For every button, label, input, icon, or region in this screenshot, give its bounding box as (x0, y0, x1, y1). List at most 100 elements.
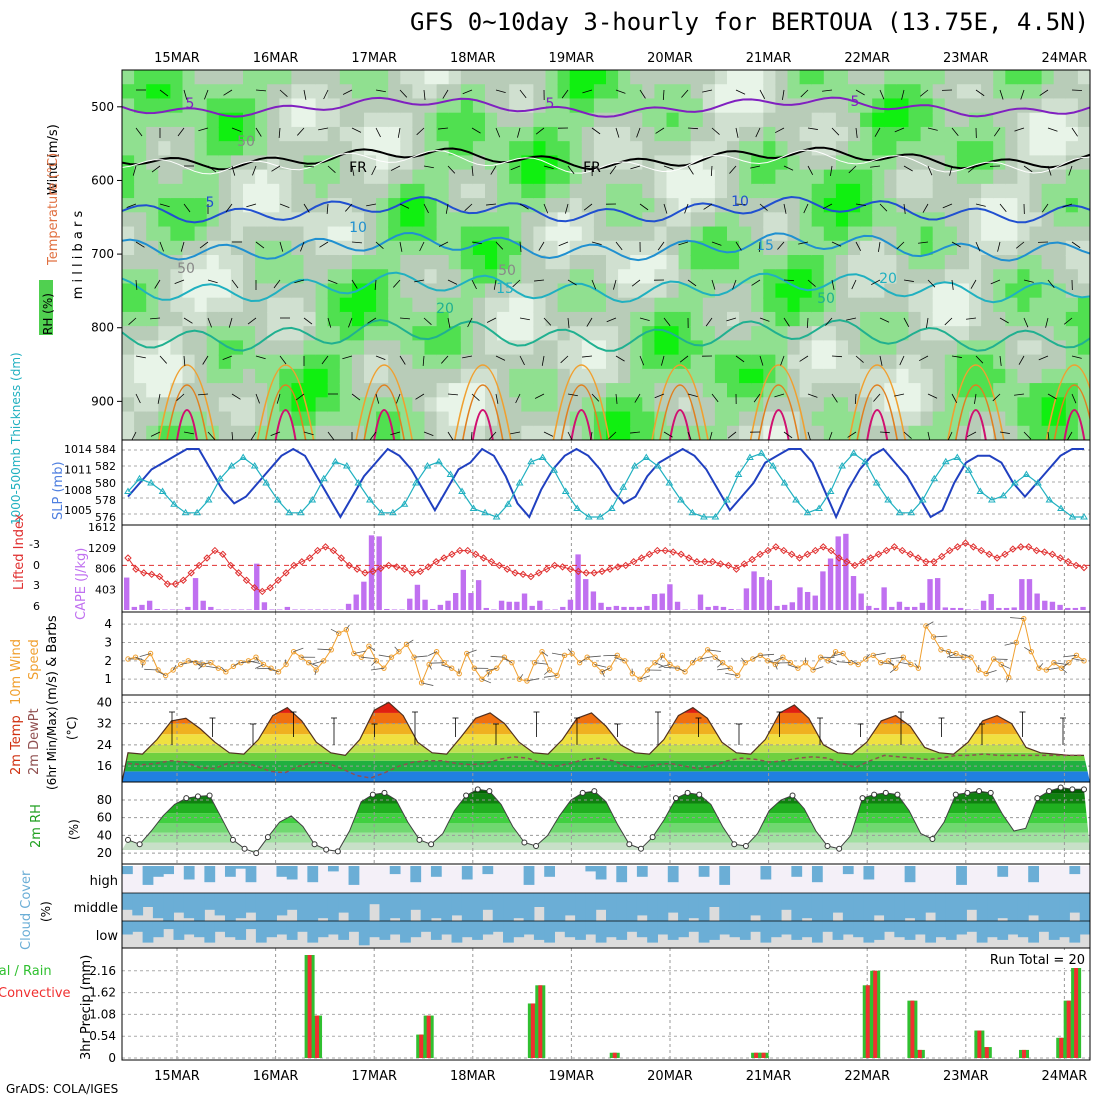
rh-cell (630, 126, 644, 143)
rh-cell (739, 212, 753, 228)
rh-cell (606, 397, 620, 413)
rh-cell (690, 84, 704, 100)
rh-cell (315, 368, 329, 385)
cape-bar (215, 609, 222, 610)
wind-barb (180, 241, 185, 252)
wind-barb (177, 127, 185, 137)
cloud-bar (503, 893, 514, 921)
rh-cell (230, 397, 244, 413)
rh-cell (739, 198, 753, 214)
cape-bar (934, 578, 941, 610)
rh-cell (787, 311, 801, 328)
lifted-index-point (977, 546, 985, 555)
precip-convective-label: Convective (0, 986, 71, 1001)
rh-cell (981, 98, 995, 114)
thickness-point (550, 466, 559, 473)
rh-cell (146, 98, 160, 114)
rh-cell (835, 368, 849, 385)
cape-bar (537, 600, 543, 610)
rh-cell (666, 354, 680, 370)
rh-cell (956, 126, 970, 143)
lifted-index-point (851, 561, 859, 570)
rh-cell (835, 98, 849, 114)
cape-bar (988, 594, 994, 610)
rh-cell (303, 297, 317, 313)
cloud-bar (647, 921, 658, 943)
rh-cell (279, 126, 293, 143)
rh-cell (485, 155, 499, 171)
wind-barb (135, 127, 143, 137)
rh-cell (170, 354, 184, 370)
rh-cell (860, 183, 874, 200)
rh-cell (230, 340, 244, 356)
wind-barb (879, 431, 891, 434)
rh-cell (194, 141, 208, 157)
rh-cell (376, 368, 390, 385)
rh-cell (1053, 226, 1067, 242)
lifted-index-label: Lifted Index (12, 513, 27, 590)
rh-cell (727, 212, 741, 228)
rh-cell (1077, 183, 1090, 200)
rh-cell (787, 112, 801, 128)
rh-cell (884, 297, 898, 313)
lifted-index-point (140, 569, 148, 577)
rh-cell (1065, 326, 1079, 342)
rh-point (742, 843, 749, 850)
rh-cell (751, 84, 765, 100)
rh-cell (339, 112, 353, 128)
wind-barb (692, 657, 697, 663)
rh-cell (860, 311, 874, 328)
rh-cell (969, 198, 983, 214)
rh-cell (618, 226, 632, 242)
rh-cell (460, 226, 474, 242)
rh-cell (896, 397, 910, 413)
cape-bar (766, 580, 773, 610)
cloud-bar (956, 921, 967, 935)
rh-cell (182, 226, 196, 242)
rh-cell (848, 354, 862, 370)
rh-cell (932, 311, 946, 328)
lifted-index-point (298, 558, 306, 566)
rh-cell (860, 70, 874, 86)
wind-barb (303, 89, 307, 100)
rh-cell (860, 212, 874, 228)
rh-cell (122, 283, 136, 299)
cape-bar (850, 576, 857, 610)
cloud-bar (770, 893, 782, 921)
thickness-point (412, 479, 420, 486)
lifted-index-point (329, 546, 338, 555)
rh-cell (134, 311, 148, 328)
rh-cell (122, 70, 136, 86)
rh-cell (557, 98, 571, 114)
rh-point (125, 836, 131, 843)
cloud-bar (1059, 893, 1070, 921)
cloud-bar (585, 921, 597, 935)
rh-cell (267, 183, 281, 200)
rh-cell (751, 368, 765, 385)
rh-cell (763, 155, 777, 171)
wind-barb (1020, 89, 1025, 100)
y-tick-label: 80 (97, 793, 112, 807)
wind-barb (135, 393, 141, 404)
rh-cell (823, 126, 837, 143)
rh-cell (1041, 354, 1055, 370)
thickness-point (492, 513, 501, 520)
rh-cell (896, 269, 910, 285)
rh-cell (1053, 411, 1067, 427)
rh-cell (230, 183, 244, 200)
rh-cell (642, 198, 656, 214)
rh-cell (557, 297, 571, 313)
wind-barb (255, 393, 260, 404)
rh-cell (872, 70, 886, 86)
rh-cell (364, 255, 378, 271)
lifted-index-point (764, 546, 772, 555)
rh-cell (388, 84, 402, 100)
rh-cell (134, 297, 148, 313)
cape-bar (292, 609, 298, 610)
cape-bar (1042, 600, 1048, 610)
rh-cell (122, 183, 136, 200)
rh-cell (799, 183, 813, 200)
rh-cell (521, 255, 535, 271)
rh-cell (763, 354, 777, 370)
rh-cell (291, 255, 305, 271)
